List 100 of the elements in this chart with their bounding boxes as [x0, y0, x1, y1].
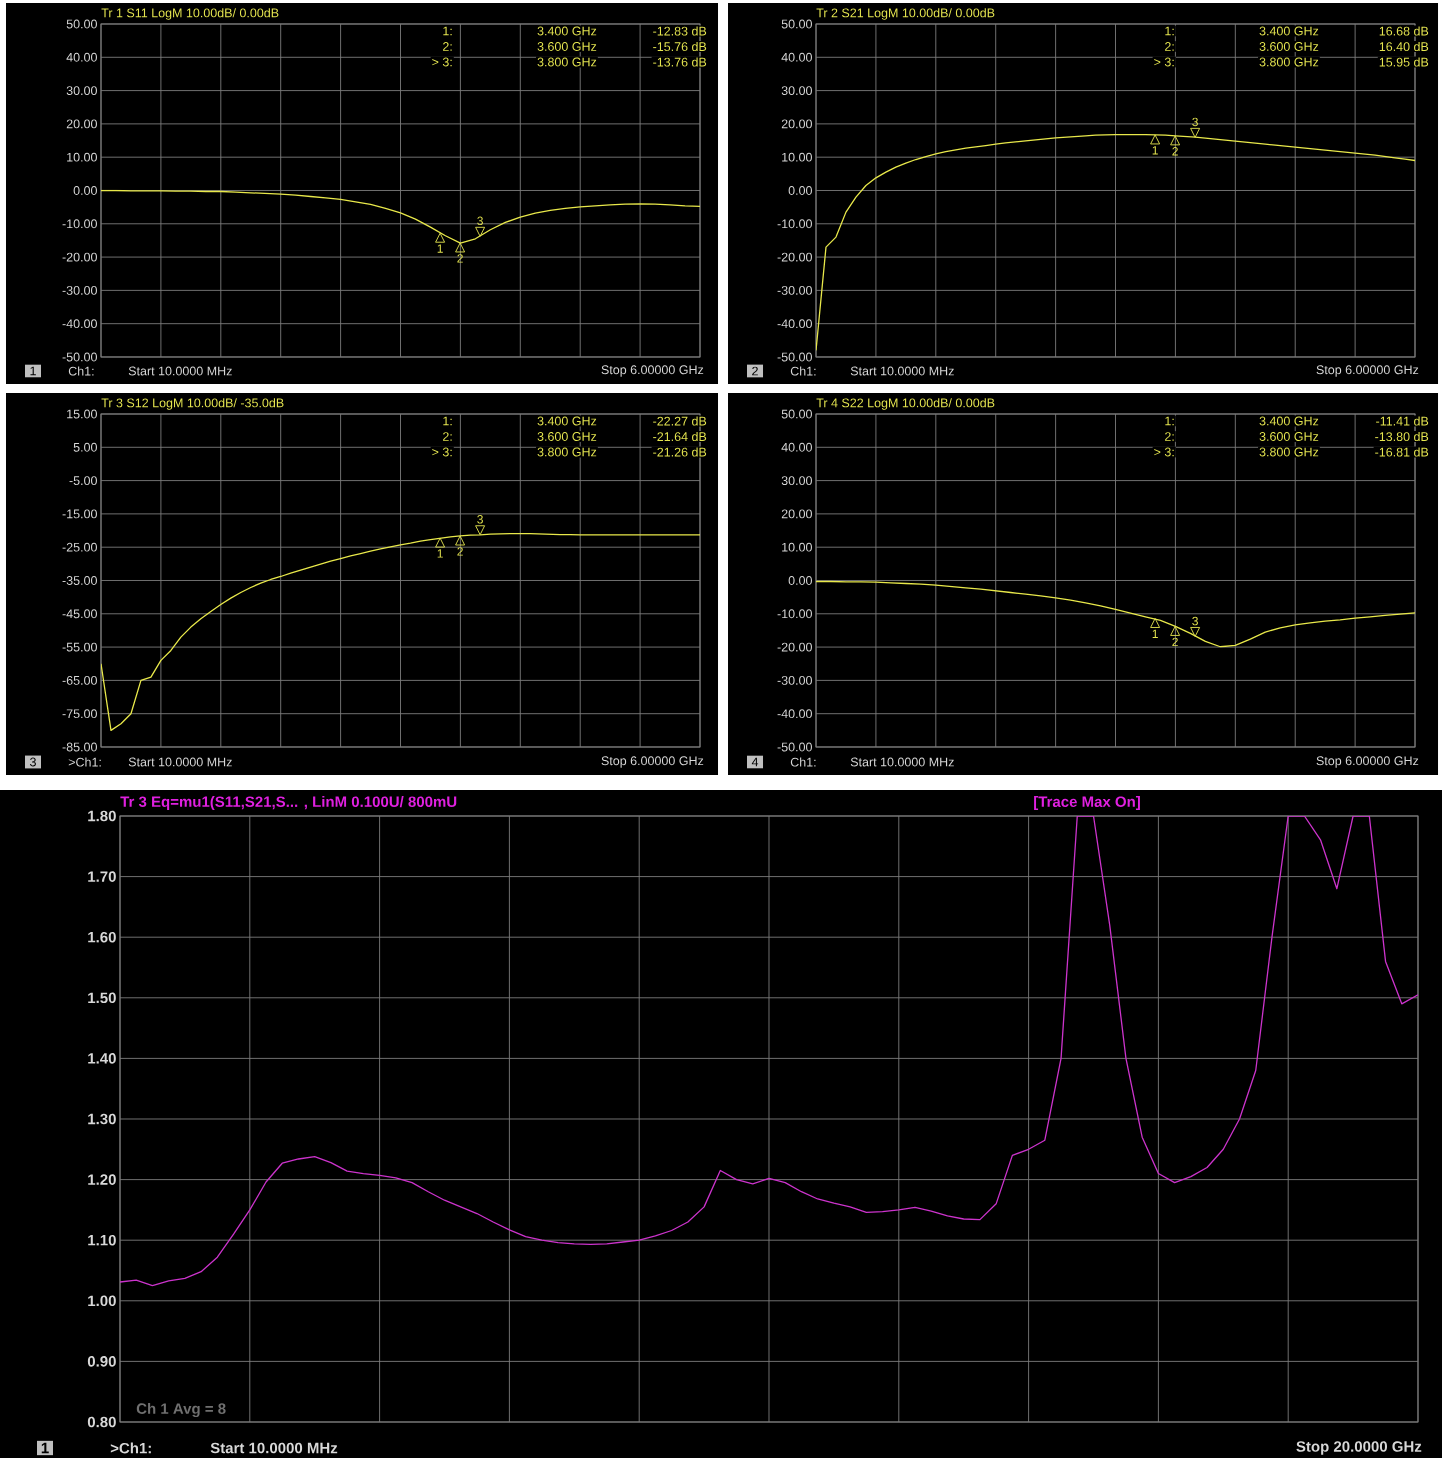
y-tick-label: -85.00 — [62, 742, 97, 752]
text: Start 10.0000 MHz — [850, 757, 954, 767]
y-tick-label: 50.00 — [781, 19, 812, 29]
y-tick-label: 30.00 — [781, 476, 812, 486]
y-tick-label: 1.10 — [88, 1234, 116, 1246]
annotation: 3 — [1192, 117, 1198, 127]
annotation: 16.68 dB — [1379, 26, 1429, 36]
y-tick-label: 50.00 — [66, 19, 97, 29]
y-tick-label: -20.00 — [777, 252, 812, 262]
annotation: 3.800 GHz — [537, 447, 597, 457]
y-tick-label: 30.00 — [66, 86, 97, 96]
annotation: -11.41 dB — [1376, 416, 1429, 426]
y-tick-label: 20.00 — [66, 119, 97, 129]
annotation: -21.64 dB — [653, 431, 707, 442]
text: Stop 6.00000 GHz — [1316, 756, 1419, 768]
annotation: 2: — [1165, 42, 1174, 51]
annotation: 2: — [443, 432, 452, 441]
y-tick-label: -40.00 — [777, 319, 812, 329]
annotation: 3.600 GHz — [1259, 432, 1319, 441]
annotation: 3 — [477, 216, 483, 226]
text: Ch1: — [68, 366, 94, 376]
text: 3 — [29, 757, 36, 767]
y-tick-label: -30.00 — [777, 285, 812, 295]
y-tick-label: 1.20 — [88, 1174, 116, 1185]
annotation: 15.95 dB — [1379, 57, 1429, 67]
chart-title: Tr 4 S22 LogM 10.00dB/ 0.00dB — [816, 398, 995, 410]
annotation: 3.600 GHz — [1259, 42, 1319, 51]
y-tick-label: -10.00 — [777, 219, 812, 229]
y-tick-label: 0.00 — [788, 576, 812, 585]
annotation: 1: — [1165, 26, 1174, 36]
text: Start 10.0000 MHz — [128, 757, 232, 767]
text: Stop 6.00000 GHz — [601, 365, 704, 377]
annotation: 3.400 GHz — [537, 416, 597, 426]
y-tick-label: 40.00 — [781, 52, 812, 62]
y-tick-label: 1.60 — [88, 931, 116, 943]
y-tick-label: -25.00 — [62, 542, 97, 552]
y-tick-label: -20.00 — [62, 252, 97, 262]
text: Start 10.0000 MHz — [850, 366, 954, 376]
annotation: 1 — [1152, 629, 1158, 638]
annotation: Ch 1 Avg = 8 — [136, 1402, 226, 1418]
y-tick-label: -30.00 — [62, 285, 97, 295]
text: Stop 6.00000 GHz — [1316, 365, 1419, 377]
chart-title: Tr 1 S11 LogM 10.00dB/ 0.00dB — [101, 8, 279, 20]
text: [Trace Max On] — [1034, 796, 1140, 810]
text: 1 — [41, 1442, 49, 1454]
y-tick-label: 1.70 — [88, 871, 116, 882]
annotation: 3.800 GHz — [1259, 447, 1319, 457]
annotation: 2: — [1165, 432, 1174, 441]
annotation: -15.76 dB — [653, 41, 707, 52]
y-tick-label: 0.90 — [87, 1356, 116, 1367]
text: Ch1: — [790, 757, 816, 767]
y-tick-label: -50.00 — [777, 742, 812, 752]
annotation: > 3: — [432, 57, 452, 67]
annotation: 2 — [457, 254, 463, 263]
y-tick-label: -35.00 — [62, 576, 97, 585]
y-tick-label: -65.00 — [62, 675, 97, 685]
chart-title: Tr 3 Eq=mu1(S11,S21,S... , LinM 0.100U/ 800mU — [120, 796, 457, 810]
annotation: > 3: — [1154, 57, 1174, 67]
text: >Ch1: — [68, 757, 101, 767]
y-tick-label: 0.80 — [87, 1416, 116, 1428]
y-tick-label: 1.80 — [88, 810, 116, 822]
chart-title: Tr 2 S21 LogM 10.00dB/ 0.00dB — [816, 8, 995, 20]
annotation: 1 — [1152, 146, 1158, 155]
annotation: -16.81 dB — [1375, 447, 1429, 457]
y-tick-label: 1.50 — [88, 992, 116, 1004]
text: >Ch1: — [110, 1442, 151, 1454]
y-tick-label: -50.00 — [62, 352, 97, 362]
annotation: 1 — [437, 549, 443, 558]
annotation: 3.800 GHz — [1259, 57, 1319, 67]
annotation: 16.40 dB — [1379, 41, 1429, 52]
y-tick-label: 20.00 — [781, 119, 812, 129]
text: Stop 20.0000 GHz — [1296, 1441, 1422, 1455]
y-tick-label: 0.00 — [788, 186, 812, 195]
y-tick-label: 40.00 — [66, 52, 97, 62]
annotation: 1: — [1165, 416, 1174, 426]
y-tick-label: -20.00 — [777, 642, 812, 652]
annotation: 2 — [457, 547, 463, 556]
annotation: -21.26 dB — [653, 447, 707, 457]
annotation: 2 — [1172, 637, 1178, 647]
y-tick-label: 10.00 — [782, 542, 812, 552]
y-tick-label: -5.00 — [69, 476, 97, 486]
annotation: > 3: — [1154, 447, 1174, 457]
y-tick-label: -50.00 — [777, 352, 812, 362]
y-tick-label: -40.00 — [777, 709, 812, 719]
y-tick-label: -75.00 — [62, 709, 97, 719]
annotation: 1: — [443, 26, 452, 36]
y-tick-label: -45.00 — [62, 609, 97, 619]
text: 4 — [751, 757, 759, 767]
y-tick-label: 15.00 — [67, 409, 97, 419]
y-tick-label: 1.30 — [88, 1113, 116, 1125]
text: 1 — [30, 366, 36, 376]
annotation: -13.76 dB — [653, 57, 707, 67]
text: Start 10.0000 MHz — [210, 1442, 338, 1454]
chart-title: Tr 3 S12 LogM 10.00dB/ -35.0dB — [101, 398, 284, 410]
y-tick-label: 5.00 — [73, 442, 97, 452]
text: 2 — [752, 366, 758, 376]
annotation: 3.600 GHz — [537, 42, 597, 51]
annotation: 3.400 GHz — [1259, 416, 1319, 426]
y-tick-label: -10.00 — [62, 219, 97, 229]
text: Start 10.0000 MHz — [128, 366, 232, 376]
